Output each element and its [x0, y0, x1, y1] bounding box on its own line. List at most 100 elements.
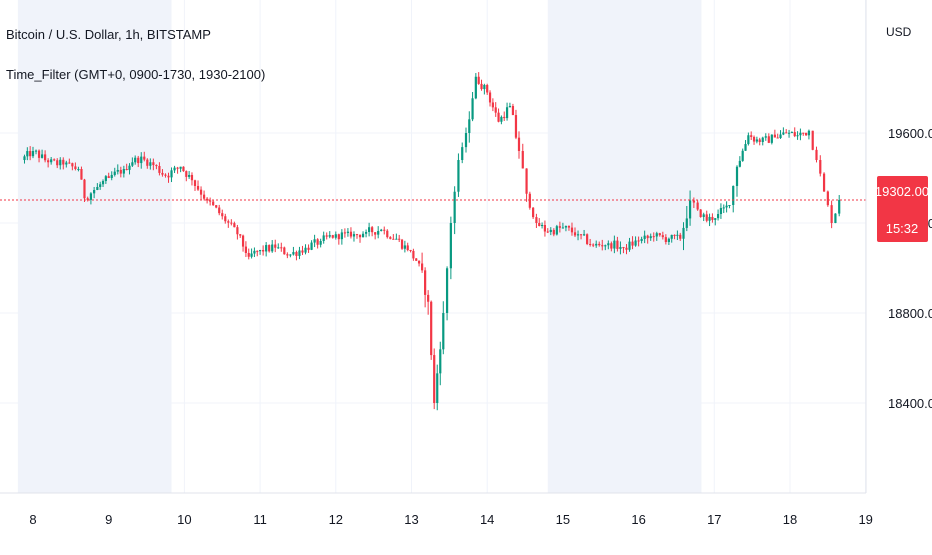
candle-body	[292, 252, 295, 255]
candle-body	[505, 107, 509, 119]
candle-body	[538, 223, 541, 226]
candle-body	[586, 234, 589, 245]
candle-body	[286, 254, 289, 256]
candle-body	[258, 250, 262, 252]
session-shading-layer	[17, 0, 702, 493]
candle-body	[131, 162, 134, 166]
candle-body	[34, 150, 38, 152]
candle	[474, 73, 477, 100]
candle-body	[796, 135, 799, 137]
candle-body	[40, 154, 44, 158]
candle-body	[750, 135, 753, 137]
candle-body	[625, 247, 628, 250]
candle	[625, 244, 628, 255]
candle-body	[188, 174, 191, 177]
time-axis[interactable]: 8 9 10 11 12 13 14 15 16 17 18 19	[29, 512, 873, 527]
candle-body	[116, 169, 119, 172]
candle-body	[167, 175, 170, 178]
candle-body	[483, 84, 486, 90]
candle	[253, 247, 256, 258]
price-axis[interactable]: 18400.0018800.0019200.0019600.00	[888, 126, 932, 411]
candle-body	[728, 205, 731, 206]
candle-body	[236, 227, 239, 235]
candle-body	[280, 247, 283, 249]
candle-body	[107, 176, 110, 178]
candle-body	[352, 234, 356, 237]
candle-body	[819, 160, 822, 174]
candle	[164, 173, 167, 178]
candle-body	[253, 250, 256, 254]
candle-body	[155, 165, 158, 167]
price-tick-label: 19600.00	[888, 126, 932, 141]
candle	[667, 237, 670, 245]
candle	[361, 231, 365, 238]
candle-body	[453, 191, 456, 223]
candle-body	[380, 229, 383, 231]
candle	[65, 160, 68, 168]
candle	[167, 172, 170, 183]
candle-body	[514, 115, 518, 138]
candle-body	[725, 205, 728, 208]
candle	[511, 103, 515, 116]
candle-body	[31, 151, 35, 157]
time-tick-label: 11	[253, 512, 267, 527]
candle-body	[834, 213, 837, 223]
candle-body	[552, 229, 555, 235]
candle-body	[573, 232, 577, 236]
candle-body	[313, 239, 316, 243]
candle	[383, 226, 386, 235]
candle-body	[508, 106, 512, 108]
candle	[295, 250, 298, 261]
candle-body	[179, 166, 182, 169]
candle-body	[377, 230, 380, 235]
candle-body	[449, 223, 452, 269]
candle-body	[134, 157, 137, 163]
candle	[517, 131, 521, 159]
candle-body	[283, 247, 286, 255]
candle-body	[696, 202, 699, 210]
candle-body	[649, 236, 652, 239]
candle-body	[227, 221, 230, 223]
candle-body	[670, 234, 673, 239]
candle	[685, 205, 688, 232]
candle	[409, 249, 412, 253]
candle	[233, 221, 236, 228]
candle-body	[546, 231, 549, 233]
candle-body	[289, 254, 292, 256]
candle-body	[322, 235, 325, 241]
candle	[670, 234, 673, 243]
candle	[838, 195, 841, 217]
candle-body	[564, 226, 568, 228]
candle-body	[592, 244, 595, 246]
candle	[728, 204, 731, 209]
candle	[561, 222, 565, 229]
candle	[722, 204, 725, 214]
candle-body	[582, 234, 586, 236]
candle	[500, 115, 503, 125]
candle	[607, 240, 610, 250]
time-tick-label: 12	[329, 512, 343, 527]
candle	[457, 153, 460, 197]
candle-body	[420, 263, 424, 271]
study-label: Time_Filter (GMT+0, 0900-1730, 1930-2100…	[6, 67, 266, 82]
candle	[764, 133, 767, 141]
candle	[676, 230, 679, 241]
candle-body	[158, 166, 161, 173]
candle	[767, 133, 770, 144]
candle-body	[146, 159, 149, 166]
candle	[107, 172, 110, 179]
candle-body	[525, 168, 528, 194]
candle-body	[708, 216, 711, 221]
candle-body	[640, 238, 643, 241]
candle	[334, 231, 337, 240]
candle	[221, 209, 224, 220]
candle	[349, 227, 353, 239]
candle-body	[268, 245, 271, 252]
candle	[116, 164, 119, 175]
candle-body	[622, 247, 625, 249]
candle	[101, 179, 105, 188]
candle-body	[23, 156, 26, 160]
candle-body	[65, 162, 68, 165]
